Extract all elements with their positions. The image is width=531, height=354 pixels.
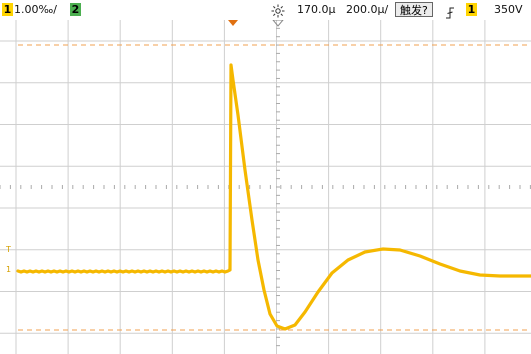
markers: T1 [5,20,531,331]
channel-1-scale: 1.00‰/ [14,3,57,16]
delay-marker [272,20,284,27]
sun-icon [271,3,285,18]
graticule-grid [0,20,531,354]
channel-2-badge[interactable]: 2 [70,3,81,16]
trigger-position-marker [228,20,238,26]
trace-line [16,63,531,331]
waveform-canvas: T1 [0,20,531,354]
trigger-level-marker: T [5,245,11,254]
time-scale: 200.0µ/ [346,3,389,16]
status-bar: 1 1.00‰/ 2 170.0µ 200.0µ/ 触发? [0,0,531,20]
waveform-trace [16,63,531,331]
trigger-channel-badge[interactable]: 1 [466,3,477,16]
time-delay: 170.0µ [297,3,336,16]
trace-edge [228,254,231,272]
ground-marker: 1 [6,265,11,274]
trigger-level: 350V [494,3,523,16]
channel-1-badge[interactable]: 1 [2,3,13,16]
trigger-status-button[interactable]: 触发? [395,2,433,17]
rising-edge-icon [445,4,455,19]
